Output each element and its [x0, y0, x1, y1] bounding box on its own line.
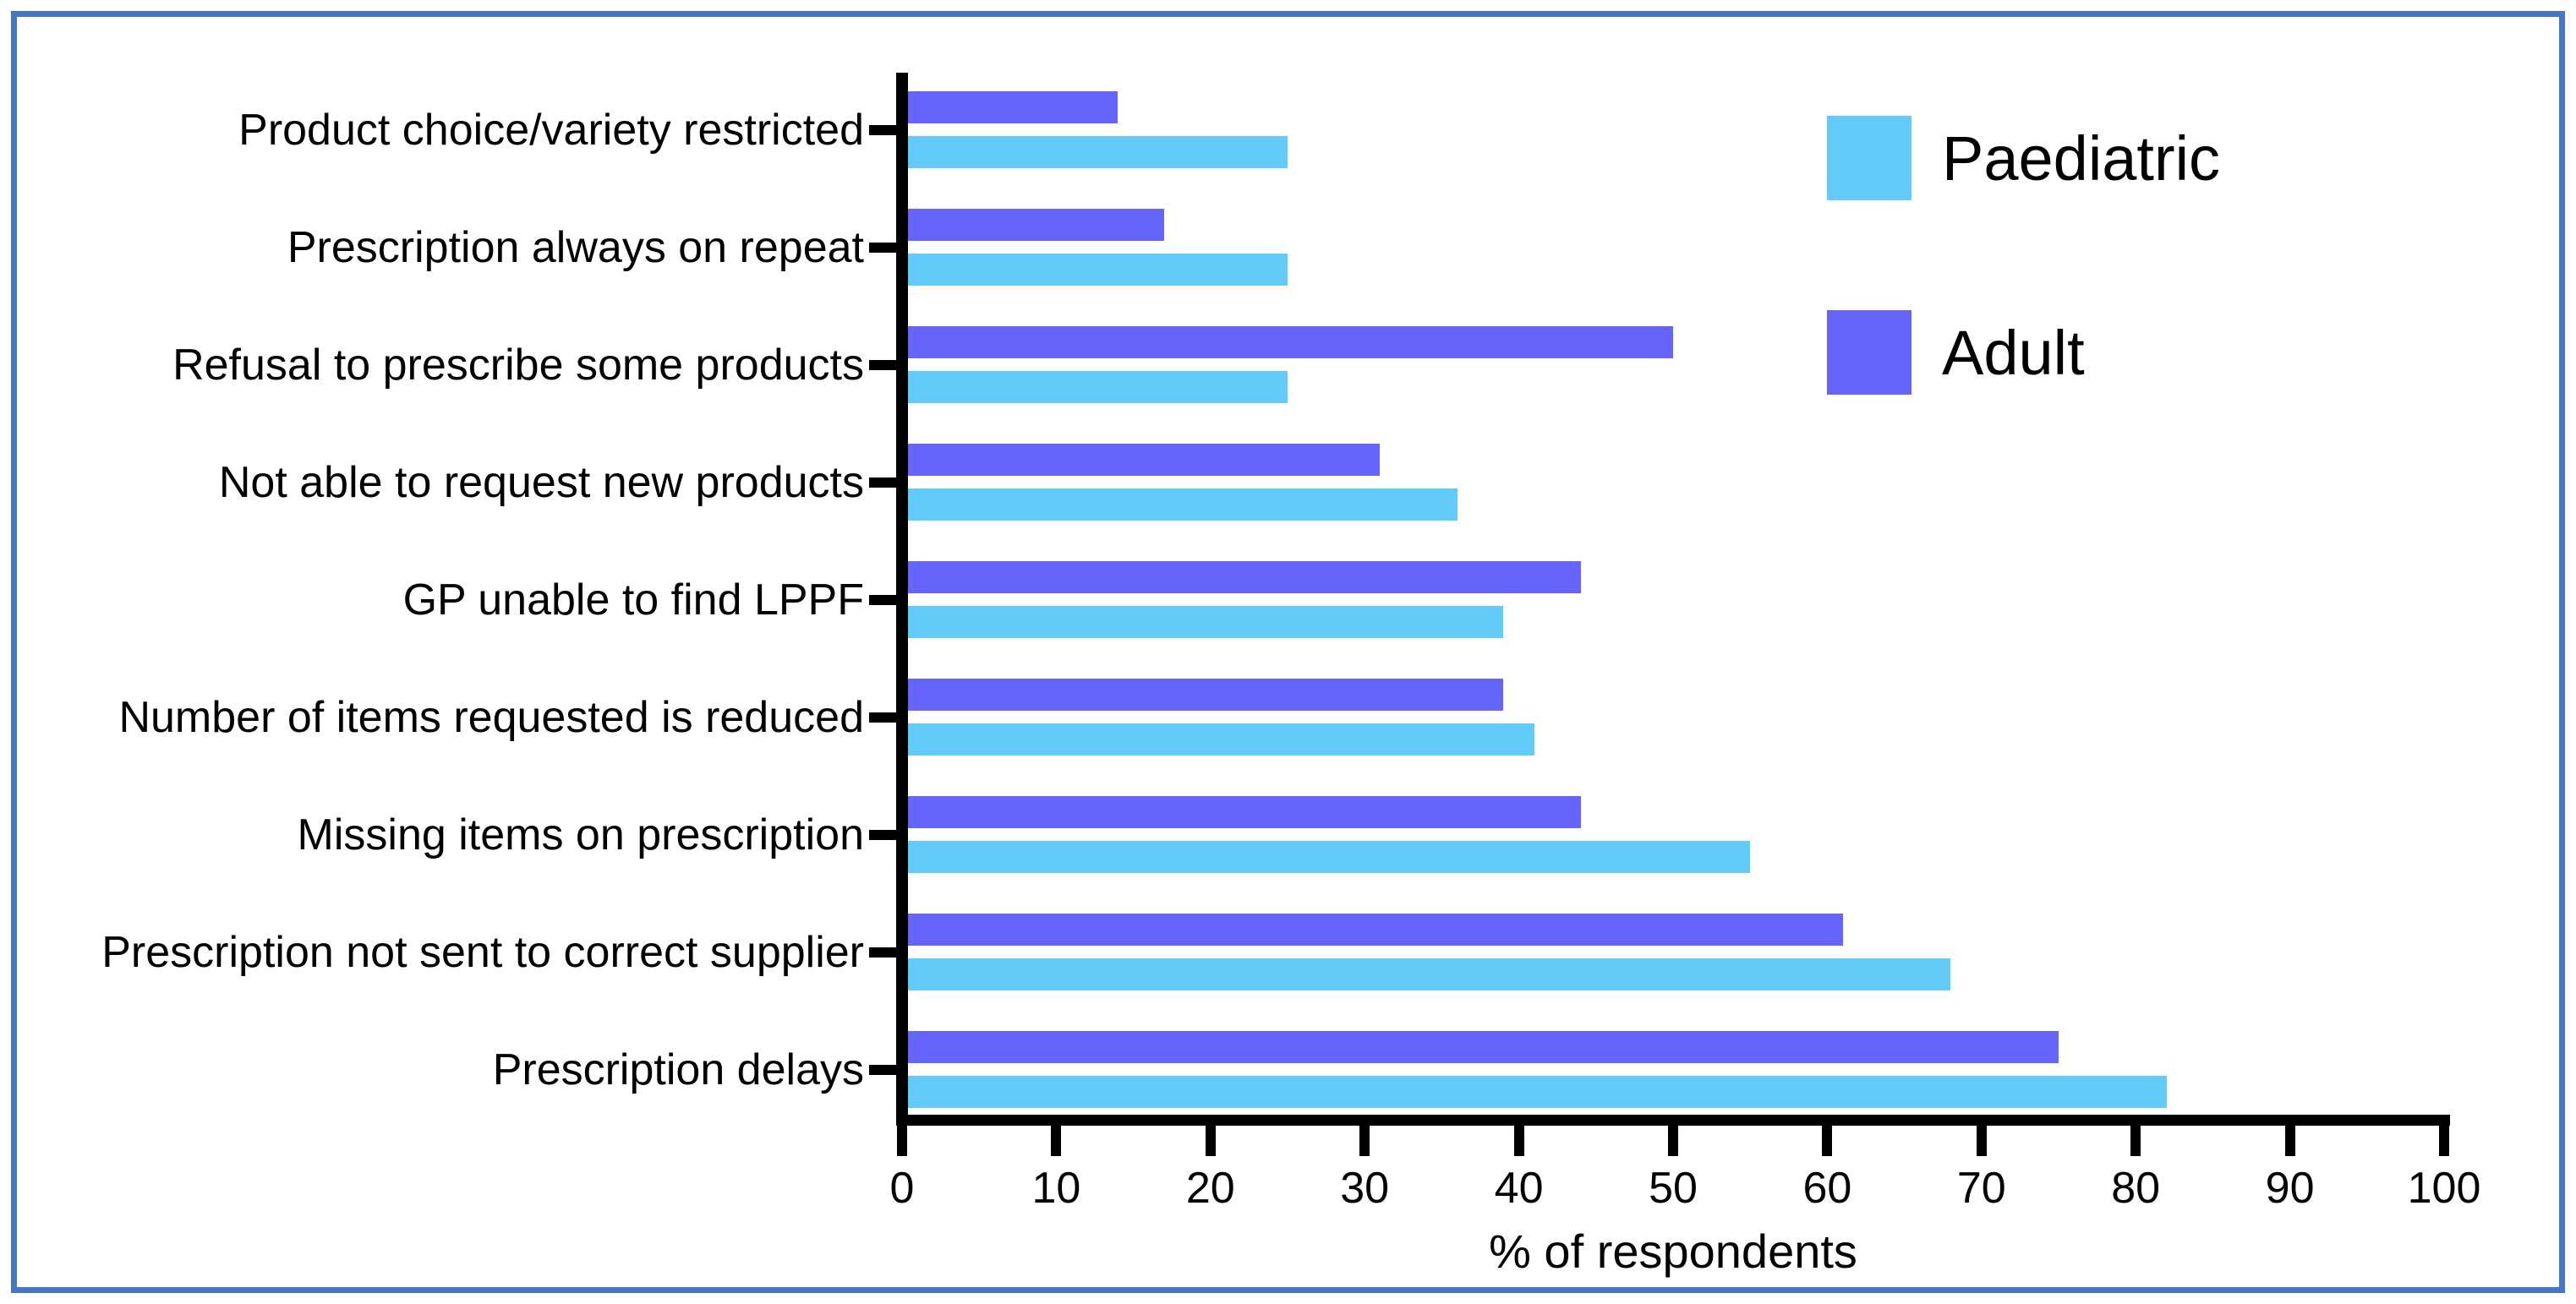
x-axis-tick-label: 90 [2265, 1164, 2315, 1213]
x-axis-tick [1513, 1126, 1524, 1156]
x-axis-tick [897, 1126, 907, 1156]
bar-paediatric [908, 723, 1534, 756]
bar-adult [908, 444, 1381, 476]
bar-paediatric [908, 136, 1288, 168]
paediatric-swatch [1827, 116, 1911, 200]
bar-paediatric [908, 606, 1504, 638]
x-axis-tick [2284, 1126, 2295, 1156]
x-axis-tick-label: 60 [1802, 1164, 1852, 1213]
y-axis-tick [869, 1064, 896, 1075]
legend-entry-adult: Adult [1827, 310, 2085, 395]
x-axis-tick-label: 100 [2407, 1164, 2481, 1213]
bar-adult [908, 914, 1843, 946]
y-axis-tick [869, 829, 896, 840]
x-axis-tick-label: 50 [1649, 1164, 1698, 1213]
x-axis-tick [2439, 1126, 2449, 1156]
category-label: Refusal to prescribe some products [172, 340, 864, 390]
x-axis-tick-label: 70 [1956, 1164, 2006, 1213]
category-label: GP unable to find LPPF [402, 575, 864, 625]
category-label: Not able to request new products [218, 457, 864, 507]
y-axis-tick [869, 359, 896, 370]
chart-border-frame [11, 11, 2565, 1293]
bar-adult [908, 679, 1504, 711]
x-axis-tick [1668, 1126, 1678, 1156]
x-axis-tick [1976, 1126, 1987, 1156]
category-label: Prescription always on repeat [287, 222, 864, 272]
bar-adult [908, 326, 1673, 358]
bar-adult [908, 561, 1581, 593]
x-axis-tick-label: 40 [1494, 1164, 1544, 1213]
bar-paediatric [908, 1076, 2167, 1108]
legend-label-adult: Adult [1942, 317, 2085, 388]
x-axis-line [896, 1115, 2450, 1126]
x-axis-tick [1051, 1126, 1062, 1156]
bar-paediatric [908, 488, 1458, 521]
bar-adult [908, 209, 1165, 241]
y-axis-tick [869, 947, 896, 958]
bar-adult [908, 796, 1581, 828]
x-axis-title: % of respondents [1489, 1225, 1857, 1278]
y-axis-spine [896, 73, 908, 1126]
x-axis-tick-label: 10 [1031, 1164, 1081, 1213]
bar-adult [908, 1031, 2059, 1063]
y-axis-tick [869, 594, 896, 605]
legend-label-paediatric: Paediatric [1942, 123, 2221, 194]
category-label: Number of items requested is reduced [118, 692, 864, 742]
category-label: Prescription delays [492, 1045, 864, 1094]
y-axis-tick [869, 242, 896, 253]
x-axis-tick-label: 0 [889, 1164, 915, 1213]
bar-paediatric [908, 371, 1288, 403]
x-axis-tick [1359, 1126, 1370, 1156]
x-axis-tick [1205, 1126, 1216, 1156]
category-label: Prescription not sent to correct supplie… [101, 927, 864, 977]
category-label: Product choice/variety restricted [238, 105, 864, 155]
bar-paediatric [908, 254, 1288, 286]
bar-adult [908, 91, 1118, 123]
x-axis-tick [2130, 1126, 2141, 1156]
x-axis-tick-label: 30 [1340, 1164, 1390, 1213]
x-axis-tick [1822, 1126, 1833, 1156]
adult-swatch [1827, 310, 1911, 395]
legend-entry-paediatric: Paediatric [1827, 116, 2220, 200]
x-axis-tick-label: 20 [1185, 1164, 1235, 1213]
y-axis-tick [869, 124, 896, 135]
category-label: Missing items on prescription [297, 810, 864, 859]
bar-paediatric [908, 958, 1951, 990]
bar-paediatric [908, 841, 1751, 873]
y-axis-tick [869, 712, 896, 723]
x-axis-tick-label: 80 [2111, 1164, 2161, 1213]
y-axis-tick [869, 477, 896, 488]
